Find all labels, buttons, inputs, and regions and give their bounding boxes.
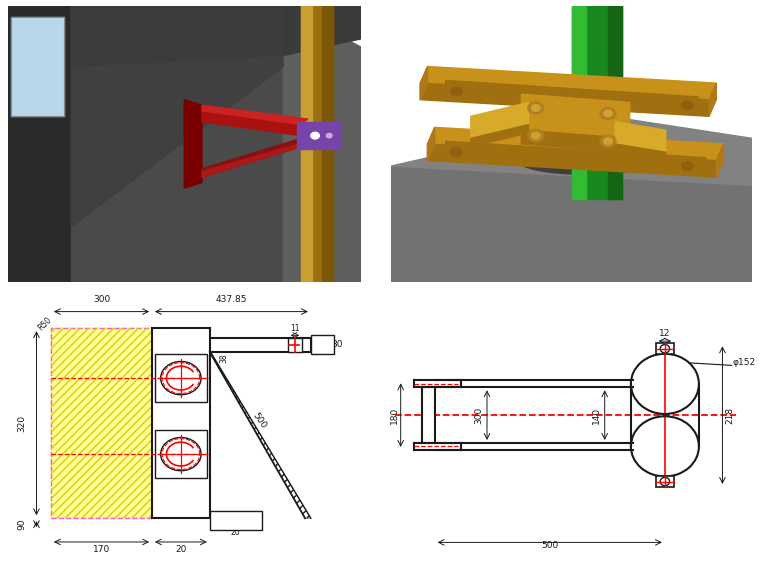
Text: 100: 100 (234, 508, 243, 523)
Polygon shape (71, 6, 361, 67)
Bar (656, 343, 674, 354)
Circle shape (603, 138, 613, 144)
Bar (155, 430, 207, 478)
Text: 170: 170 (93, 545, 110, 554)
Circle shape (311, 132, 319, 139)
Circle shape (600, 135, 616, 147)
Text: 437.85: 437.85 (216, 295, 247, 304)
Polygon shape (420, 67, 716, 100)
Polygon shape (427, 127, 435, 161)
Polygon shape (471, 103, 529, 139)
Polygon shape (521, 130, 629, 152)
Polygon shape (716, 144, 724, 177)
Polygon shape (471, 125, 529, 146)
Circle shape (682, 162, 693, 170)
Circle shape (451, 148, 462, 157)
Polygon shape (391, 166, 752, 282)
Circle shape (660, 478, 670, 486)
Polygon shape (202, 105, 308, 125)
Polygon shape (427, 144, 716, 177)
Polygon shape (427, 127, 724, 161)
Circle shape (528, 102, 543, 114)
Polygon shape (202, 139, 301, 177)
Polygon shape (301, 6, 312, 282)
Polygon shape (184, 100, 202, 188)
Circle shape (531, 132, 540, 139)
Text: 500: 500 (541, 541, 559, 550)
Polygon shape (71, 6, 283, 227)
Text: 20: 20 (231, 528, 241, 537)
Polygon shape (445, 80, 698, 105)
Polygon shape (521, 94, 629, 139)
Circle shape (600, 107, 616, 120)
Bar (656, 477, 674, 487)
Polygon shape (71, 6, 283, 282)
Polygon shape (301, 6, 333, 282)
Polygon shape (283, 6, 361, 282)
Text: 20: 20 (176, 545, 186, 554)
Polygon shape (8, 6, 71, 282)
Polygon shape (297, 122, 340, 149)
Text: 90: 90 (17, 518, 27, 530)
Text: 500: 500 (250, 410, 268, 430)
Ellipse shape (518, 146, 655, 174)
Polygon shape (572, 6, 587, 199)
Text: 140: 140 (592, 406, 601, 424)
Text: φ152: φ152 (733, 359, 756, 368)
Polygon shape (616, 122, 666, 152)
Text: 11: 11 (290, 324, 299, 333)
Circle shape (528, 129, 543, 142)
Polygon shape (202, 141, 308, 177)
Polygon shape (420, 67, 427, 100)
Circle shape (326, 133, 332, 138)
Text: R50: R50 (36, 316, 54, 333)
Polygon shape (322, 6, 333, 282)
Polygon shape (391, 116, 752, 185)
Bar (152, 328, 210, 518)
Circle shape (603, 110, 613, 117)
Text: 38: 38 (220, 354, 229, 364)
Circle shape (451, 87, 462, 96)
Text: 180: 180 (390, 406, 399, 424)
Bar (210, 511, 261, 530)
Bar (288, 337, 302, 352)
Text: 80: 80 (331, 340, 343, 349)
Circle shape (660, 344, 670, 353)
Bar (311, 335, 334, 355)
Polygon shape (608, 6, 622, 199)
Text: 320: 320 (17, 414, 27, 432)
Circle shape (531, 105, 540, 111)
Polygon shape (445, 141, 705, 166)
Text: 218: 218 (726, 406, 735, 424)
Text: 25: 25 (214, 515, 223, 525)
Bar (422, 388, 435, 443)
Circle shape (682, 101, 693, 109)
Polygon shape (420, 83, 709, 116)
Polygon shape (11, 17, 64, 116)
Bar (51, 328, 152, 518)
Polygon shape (572, 6, 622, 199)
Polygon shape (616, 144, 666, 161)
Polygon shape (202, 111, 301, 136)
Text: 12: 12 (659, 329, 670, 339)
Bar (155, 355, 207, 402)
Polygon shape (709, 83, 716, 116)
Text: 300: 300 (475, 406, 483, 424)
Bar (51, 328, 152, 518)
Text: 300: 300 (93, 295, 110, 304)
